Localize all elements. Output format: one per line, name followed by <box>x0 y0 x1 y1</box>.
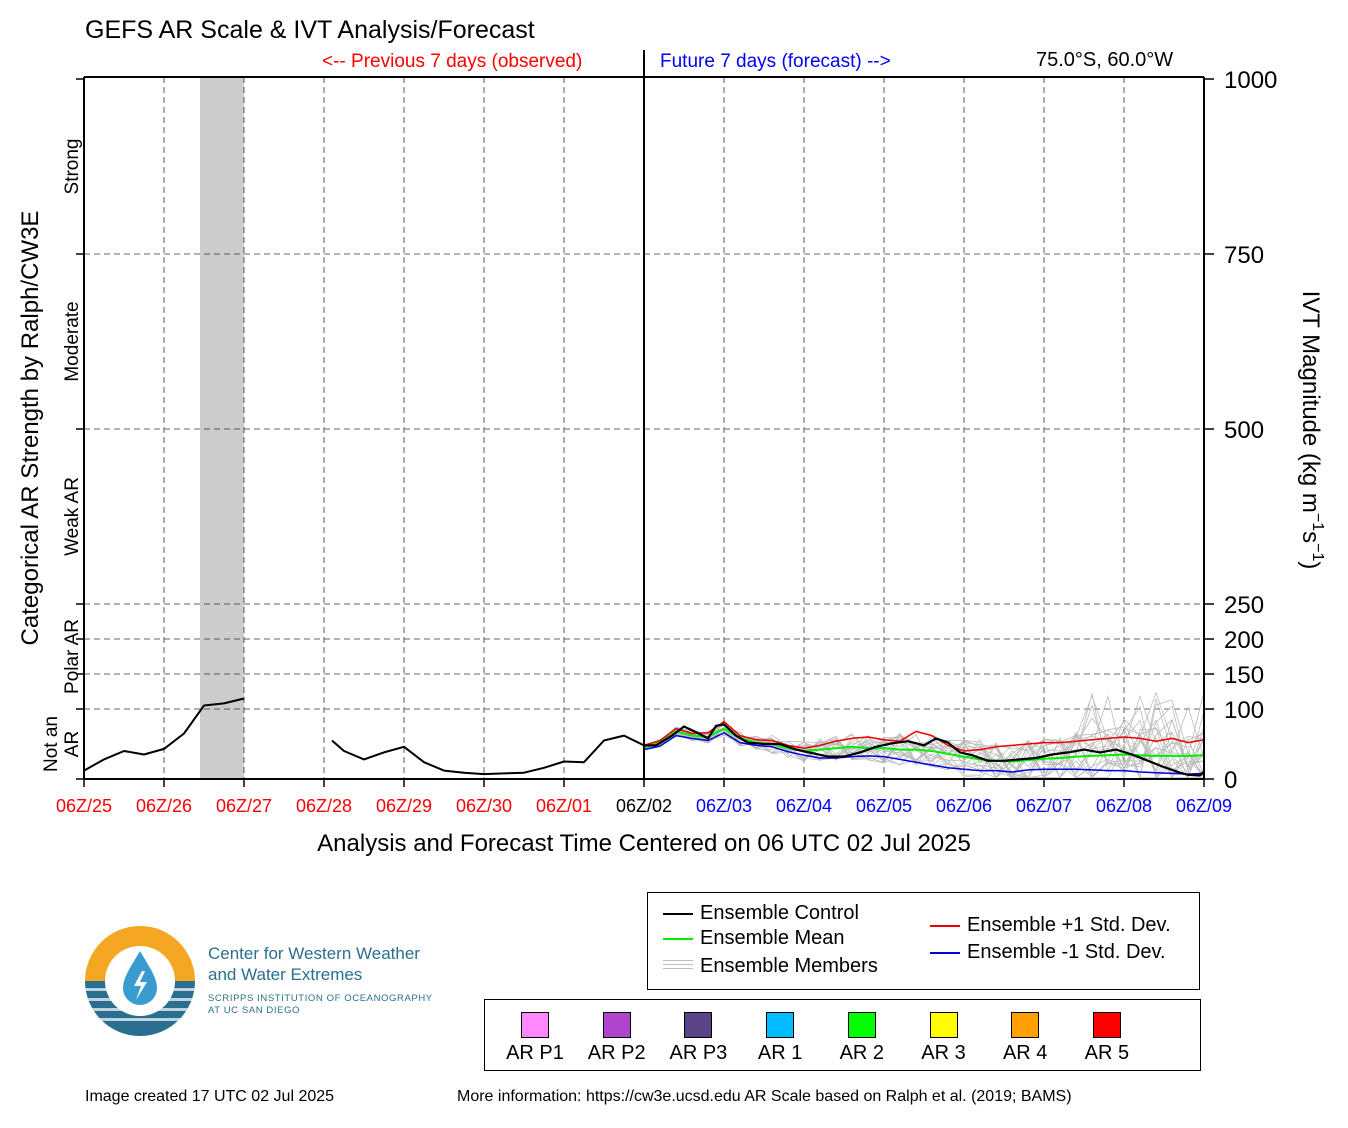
minus-std-legend-line <box>930 952 960 954</box>
cw3e-logo-icon <box>85 926 195 1041</box>
ar-scale-label: AR 1 <box>757 1042 803 1064</box>
ar-scale-label: AR P1 <box>506 1042 564 1064</box>
x-tick-label: 06Z/25 <box>56 796 112 816</box>
members-legend-line <box>663 960 693 961</box>
created-footer: Image created 17 UTC 02 Jul 2025 <box>85 1088 335 1105</box>
info-footer: More information: https://cw3e.ucsd.edu … <box>457 1088 1072 1105</box>
y-tick-label: 150 <box>1224 662 1264 689</box>
x-tick-label: 06Z/28 <box>296 796 352 816</box>
category-label: Not an <box>41 716 62 772</box>
category-label: Moderate <box>62 301 83 381</box>
ar-scale-item: AR 5 <box>1062 1012 1152 1065</box>
x-tick-label: 06Z/01 <box>536 796 592 816</box>
x-axis-title: Analysis and Forecast Time Centered on 0… <box>317 830 971 857</box>
category-label: Strong <box>62 139 83 195</box>
ar-scale-key: AR P1 AR P2 AR P3 AR 1 AR 2 AR 3 AR 4 AR 5 <box>484 999 1201 1071</box>
shaded-period <box>200 77 244 779</box>
ar-scale-item: AR P2 <box>572 1012 662 1065</box>
legend-mean: Ensemble Mean <box>700 927 845 949</box>
ar-scale-swatch <box>847 1012 876 1038</box>
y-tick-label: 0 <box>1224 767 1237 794</box>
mean-legend-line <box>663 938 693 940</box>
legend-plus-std: Ensemble +1 Std. Dev. <box>967 914 1171 936</box>
ar-scale-label: AR P3 <box>669 1042 728 1064</box>
legend-members: Ensemble Members <box>700 955 878 977</box>
ar-scale-label: AR 5 <box>1084 1042 1130 1064</box>
ar-scale-swatch <box>602 1012 631 1038</box>
x-tick-label: 06Z/29 <box>376 796 432 816</box>
minus-std-line <box>643 732 1205 775</box>
previous-period-label: <-- Previous 7 days (observed) <box>322 51 583 72</box>
logo-line-3: SCRIPPS INSTITUTION OF OCEANOGRAPHY <box>208 993 433 1004</box>
ar-scale-swatch <box>684 1012 713 1038</box>
ar-scale-label: AR 2 <box>839 1042 885 1064</box>
logo-line-1: Center for Western Weather <box>208 944 420 963</box>
ar-scale-label: AR 3 <box>921 1042 966 1064</box>
control-legend-line <box>663 913 693 915</box>
chart-title: GEFS AR Scale & IVT Analysis/Forecast <box>85 16 535 44</box>
x-tick-label: 06Z/05 <box>856 796 912 816</box>
ar-scale-swatch <box>1092 1012 1121 1038</box>
ar-scale-item: AR 1 <box>735 1012 825 1065</box>
category-label: Polar AR <box>62 619 83 694</box>
x-tick-label: 06Z/09 <box>1176 796 1232 816</box>
x-tick-label: 06Z/07 <box>1016 796 1072 816</box>
left-axis-title: Categorical AR Strength by Ralph/CW3E <box>17 211 44 646</box>
category-label: Weak AR <box>62 477 83 556</box>
observed-control-line <box>331 734 645 776</box>
logo-line-4: AT UC SAN DIEGO <box>208 1005 301 1016</box>
observed-control-line <box>83 697 245 772</box>
plus-std-legend-line <box>930 925 960 927</box>
right-axis-title: IVT Magnitude (kg m−1s−1) <box>1297 291 1326 570</box>
x-tick-label: 06Z/26 <box>136 796 192 816</box>
future-period-label: Future 7 days (forecast) --> <box>660 51 891 72</box>
y-tick-label: 750 <box>1224 242 1264 269</box>
ar-scale-label: AR 4 <box>1002 1042 1048 1064</box>
plus-std-line <box>643 720 1205 752</box>
ar-scale-swatch <box>1011 1012 1040 1038</box>
x-tick-label: 06Z/04 <box>776 796 832 816</box>
ar-scale-item: AR 3 <box>899 1012 989 1065</box>
y-tick-label: 100 <box>1224 697 1264 724</box>
y-tick-label: 200 <box>1224 627 1264 654</box>
legend-control: Ensemble Control <box>700 902 859 924</box>
ar-scale-swatch <box>521 1012 549 1038</box>
ar-scale-item: AR 4 <box>980 1012 1070 1065</box>
y-tick-label: 250 <box>1224 592 1264 619</box>
category-label: AR <box>62 731 83 757</box>
location-label: 75.0°S, 60.0°W <box>1036 49 1174 71</box>
x-tick-label: 06Z/02 <box>616 796 672 816</box>
ar-scale-swatch <box>766 1012 795 1038</box>
x-tick-label: 06Z/03 <box>696 796 752 816</box>
ar-scale-label: AR P2 <box>587 1042 646 1064</box>
legend-minus-std: Ensemble -1 Std. Dev. <box>967 941 1166 963</box>
x-tick-label: 06Z/30 <box>456 796 512 816</box>
y-tick-label: 1000 <box>1224 67 1277 94</box>
ar-scale-item: AR P1 <box>490 1012 580 1065</box>
x-tick-label: 06Z/08 <box>1096 796 1152 816</box>
legend: Ensemble Control Ensemble Mean Ensemble … <box>647 892 1200 990</box>
ar-scale-item: AR 2 <box>817 1012 907 1065</box>
y-tick-label: 500 <box>1224 417 1264 444</box>
logo-line-2: and Water Extremes <box>208 965 363 984</box>
control-line <box>644 723 1205 777</box>
ar-scale-swatch <box>929 1012 958 1038</box>
x-tick-label: 06Z/27 <box>216 796 272 816</box>
ar-scale-item: AR P3 <box>653 1012 743 1065</box>
x-tick-label: 06Z/06 <box>936 796 992 816</box>
